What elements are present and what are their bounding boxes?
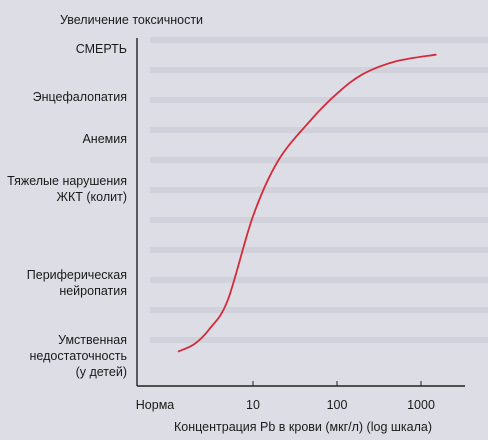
background-texture (150, 37, 488, 343)
y-tick-label: Энцефалопатия (33, 89, 127, 105)
y-tick-label: Умственная недостаточность (у детей) (30, 332, 127, 380)
y-tick-label-line: (у детей) (75, 365, 127, 379)
y-tick-label-line: ЖКТ (колит) (56, 190, 127, 204)
y-tick-label: СМЕРТЬ (76, 41, 127, 57)
y-tick-label: Анемия (82, 131, 127, 147)
y-tick-label-line: нейропатия (59, 284, 127, 298)
y-tick-label-line: недостаточность (29, 349, 127, 363)
axes (136, 38, 465, 387)
y-tick-label: Тяжелые нарушения ЖКТ (колит) (7, 173, 127, 205)
y-tick-label-line: СМЕРТЬ (75, 42, 127, 56)
x-tick-label: 1000 (407, 398, 435, 412)
y-axis-title: Увеличение токсичности (60, 13, 204, 27)
y-tick-label: Периферическая нейропатия (27, 267, 127, 299)
y-tick-label-line: Анемия (82, 132, 127, 146)
series-line (177, 53, 437, 353)
x-axis-title: Концентрация Pb в крови (мкг/л) (log шка… (174, 420, 433, 434)
y-tick-label-line: Периферическая (26, 268, 127, 282)
series-group (177, 53, 437, 353)
x-tick-label: Норма (135, 398, 175, 412)
y-tick-label-line: Энцефалопатия (32, 90, 127, 104)
x-tick-label: 100 (326, 398, 348, 412)
y-tick-label-line: Умственная (58, 333, 127, 347)
y-tick-label-line: Тяжелые нарушения (7, 174, 127, 188)
x-tick-label: 10 (246, 398, 260, 412)
